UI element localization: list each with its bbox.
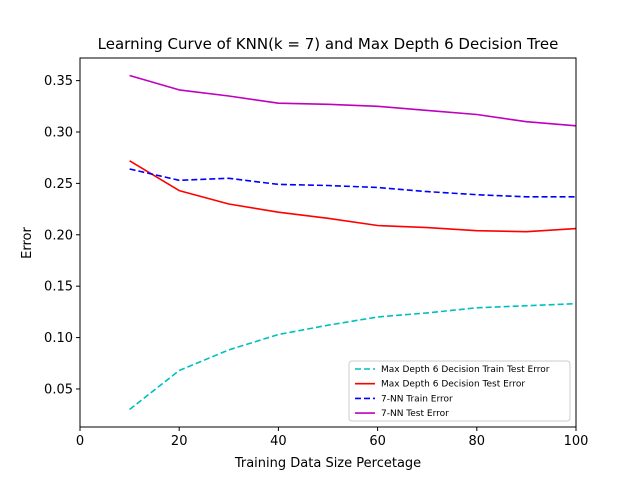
y-axis-label: Error [20, 227, 35, 259]
y-axis-ticks: 0.05 0.10 0.15 0.20 0.25 0.30 0.35 [44, 74, 80, 397]
x-axis-label: Training Data Size Percetage [234, 456, 421, 471]
y-tick-label: 0.35 [44, 74, 73, 89]
y-tick-label: 0.25 [44, 177, 73, 192]
x-tick-label: 100 [564, 434, 589, 449]
series-layer [129, 74, 577, 411]
series-line-4 [129, 74, 577, 127]
y-tick-label: 0.15 [44, 280, 73, 295]
y-tick-label: 0.30 [44, 126, 73, 141]
x-tick-label: 80 [469, 434, 486, 449]
y-tick-label: 0.10 [44, 331, 73, 346]
legend-label: 7-NN Train Error [381, 394, 453, 404]
x-axis-ticks: 0 20 40 60 80 100 [76, 427, 589, 449]
y-tick-label: 0.05 [44, 382, 73, 397]
x-tick-label: 0 [76, 434, 84, 449]
chart-title: Learning Curve of KNN(k = 7) and Max Dep… [98, 35, 559, 53]
x-tick-label: 40 [270, 434, 287, 449]
x-tick-label: 20 [171, 434, 188, 449]
series-line-3 [129, 168, 576, 198]
legend-box [348, 360, 571, 422]
legend-label: 7-NN Test Error [381, 409, 449, 419]
series-line-2 [129, 160, 577, 233]
series-line-1 [129, 302, 577, 411]
legend-label: Max Depth 6 Decision Train Test Error [381, 365, 550, 375]
legend: Max Depth 6 Decision Train Test Error Max… [348, 360, 571, 422]
plot-frame [79, 57, 577, 428]
legend-label: Max Depth 6 Decision Test Error [381, 380, 525, 390]
x-tick-label: 60 [369, 434, 386, 449]
y-tick-label: 0.20 [44, 228, 73, 243]
